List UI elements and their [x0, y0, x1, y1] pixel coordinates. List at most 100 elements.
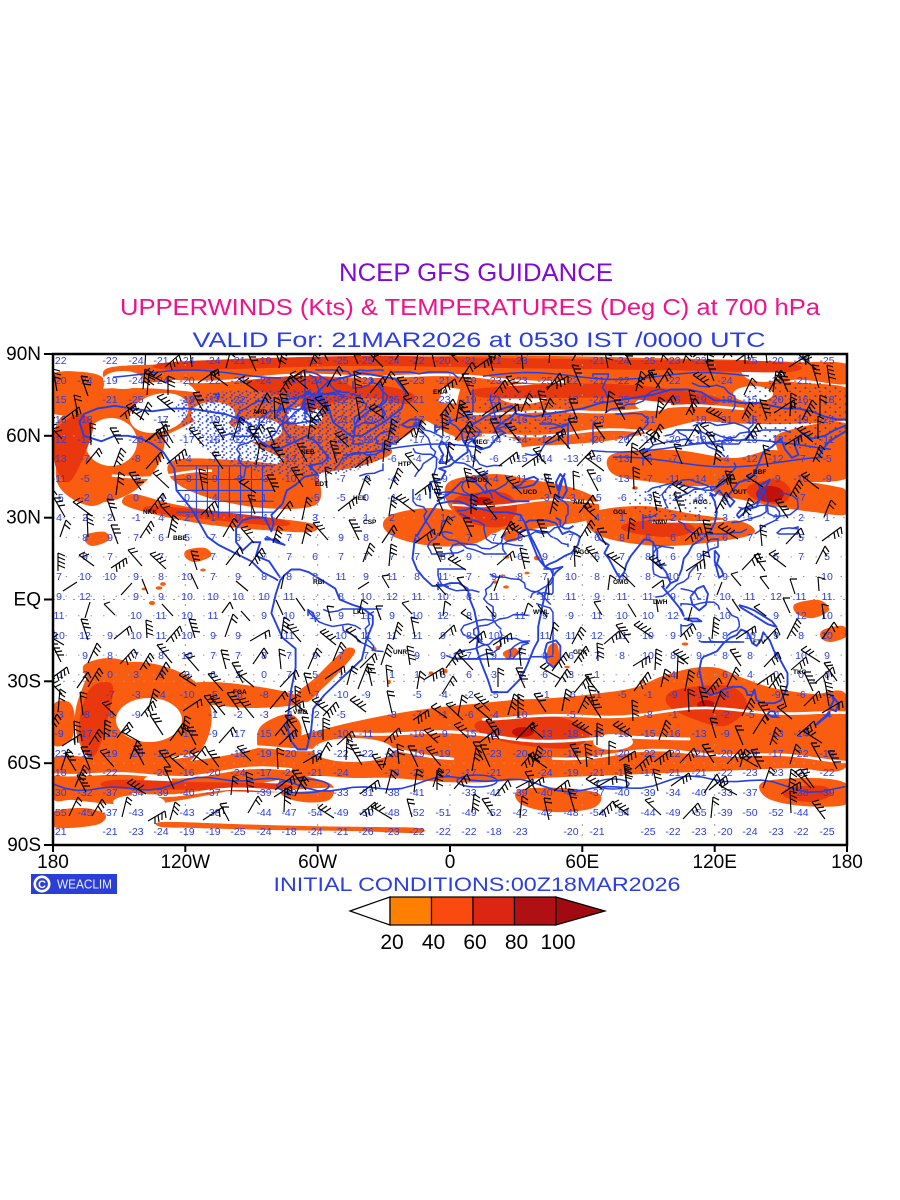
svg-text:8: 8: [466, 610, 472, 622]
svg-text:-2: -2: [668, 492, 677, 504]
svg-text:12: 12: [667, 610, 679, 622]
svg-text:-8: -8: [233, 473, 242, 485]
svg-text:-11: -11: [436, 453, 451, 465]
svg-text:-3: -3: [643, 492, 652, 504]
svg-text:-17: -17: [179, 434, 194, 446]
svg-text:-4: -4: [387, 473, 396, 485]
svg-text:-19: -19: [153, 434, 168, 446]
svg-text:7: 7: [286, 669, 292, 681]
svg-text:-16: -16: [409, 728, 424, 740]
svg-text:-17: -17: [409, 414, 424, 426]
svg-text:8: 8: [798, 630, 804, 642]
svg-text:-25: -25: [537, 375, 552, 387]
svg-text:60N: 60N: [6, 426, 41, 447]
svg-text:-18: -18: [717, 394, 732, 406]
svg-text:-1: -1: [643, 512, 652, 524]
svg-text:120W: 120W: [160, 852, 210, 873]
svg-text:5: 5: [747, 512, 753, 524]
svg-text:7: 7: [286, 532, 292, 544]
svg-text:-13: -13: [563, 453, 578, 465]
svg-text:12: 12: [770, 591, 782, 603]
svg-text:EQ: EQ: [14, 590, 41, 611]
svg-text:-12: -12: [281, 453, 296, 465]
svg-text:7: 7: [542, 571, 548, 583]
svg-text:-15: -15: [256, 728, 271, 740]
svg-text:-23: -23: [358, 375, 373, 387]
svg-text:8: 8: [107, 650, 113, 662]
svg-text:-5: -5: [310, 492, 319, 504]
svg-text:11: 11: [156, 630, 167, 642]
svg-text:GGL: GGL: [613, 509, 627, 516]
svg-text:-6: -6: [592, 453, 601, 465]
svg-text:7: 7: [133, 532, 139, 544]
svg-text:-23: -23: [665, 355, 680, 367]
svg-text:-19: -19: [102, 375, 117, 387]
svg-text:7: 7: [466, 571, 472, 583]
svg-text:LKL: LKL: [353, 609, 366, 616]
svg-text:60W: 60W: [298, 852, 337, 873]
svg-text:-39: -39: [256, 787, 271, 799]
svg-text:12: 12: [79, 591, 91, 603]
svg-text:-1: -1: [694, 689, 703, 701]
svg-text:-4: -4: [489, 709, 498, 721]
svg-text:-18: -18: [281, 826, 296, 838]
svg-text:-7: -7: [208, 453, 217, 465]
svg-text:-8: -8: [387, 709, 396, 721]
svg-text:-1: -1: [131, 512, 140, 524]
svg-text:-15: -15: [281, 414, 296, 426]
svg-text:10: 10: [821, 571, 833, 583]
svg-text:-8: -8: [540, 473, 549, 485]
svg-text:5: 5: [517, 532, 523, 544]
svg-text:-25: -25: [384, 394, 399, 406]
svg-text:-12: -12: [768, 453, 783, 465]
svg-text:-4: -4: [438, 689, 447, 701]
svg-text:-7: -7: [796, 453, 805, 465]
svg-text:-15: -15: [102, 728, 117, 740]
svg-text:0: 0: [133, 492, 139, 504]
svg-text:-3: -3: [540, 492, 549, 504]
svg-text:5: 5: [440, 669, 446, 681]
svg-text:7: 7: [466, 532, 472, 544]
svg-text:-1: -1: [643, 689, 652, 701]
svg-text:LWH: LWH: [653, 599, 668, 606]
svg-text:3: 3: [133, 669, 139, 681]
svg-text:-9: -9: [208, 473, 217, 485]
svg-text:10: 10: [437, 591, 449, 603]
svg-text:-21: -21: [281, 434, 296, 446]
svg-text:7: 7: [389, 551, 395, 563]
svg-text:-3: -3: [131, 689, 140, 701]
svg-text:-3: -3: [259, 709, 268, 721]
svg-text:-21: -21: [51, 826, 66, 838]
svg-text:-9: -9: [822, 473, 831, 485]
svg-text:-16: -16: [793, 394, 808, 406]
svg-text:-23: -23: [589, 414, 604, 426]
svg-text:-20: -20: [717, 826, 732, 838]
svg-text:-24: -24: [717, 375, 732, 387]
svg-text:9: 9: [696, 551, 702, 563]
svg-text:7: 7: [56, 571, 62, 583]
svg-text:MEG: MEG: [473, 439, 488, 446]
svg-text:6: 6: [696, 532, 702, 544]
svg-text:7: 7: [261, 551, 267, 563]
svg-text:-39: -39: [819, 787, 834, 799]
svg-text:-21: -21: [281, 767, 296, 779]
svg-text:-16: -16: [205, 434, 220, 446]
svg-text:6: 6: [235, 532, 241, 544]
svg-text:-16: -16: [179, 767, 194, 779]
svg-text:11: 11: [54, 610, 65, 622]
svg-text:-6: -6: [105, 709, 114, 721]
svg-text:10: 10: [821, 630, 833, 642]
svg-text:11: 11: [515, 610, 526, 622]
svg-text:-44: -44: [640, 807, 655, 819]
svg-text:-7: -7: [259, 453, 268, 465]
svg-text:80: 80: [505, 931, 528, 954]
svg-text:-23: -23: [486, 748, 501, 760]
svg-text:11: 11: [745, 591, 756, 603]
svg-text:0: 0: [773, 669, 779, 681]
svg-text:-21: -21: [435, 375, 450, 387]
svg-text:-22: -22: [665, 826, 680, 838]
svg-text:11: 11: [489, 591, 500, 603]
svg-text:5: 5: [773, 551, 779, 563]
svg-text:-4: -4: [182, 453, 191, 465]
svg-text:6: 6: [696, 669, 702, 681]
